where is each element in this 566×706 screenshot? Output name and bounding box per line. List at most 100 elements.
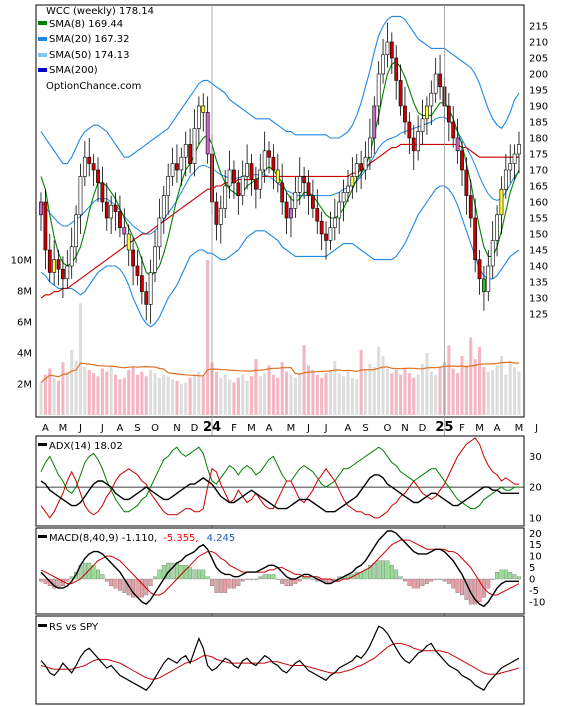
macd-histogram-bar xyxy=(486,578,491,589)
candle-body xyxy=(416,131,421,152)
x-axis-label: J xyxy=(78,423,82,434)
volume-bar xyxy=(166,376,170,415)
macd-tick-label: 20 xyxy=(529,529,542,540)
price-tick-label: 155 xyxy=(529,214,548,225)
volume-bar xyxy=(122,377,126,415)
candle-body xyxy=(455,137,460,152)
macd-histogram-bar xyxy=(205,576,210,580)
price-tick-label: 190 xyxy=(529,102,548,113)
candle-body xyxy=(302,176,306,184)
volume-bar xyxy=(311,370,315,415)
price-tick-label: 140 xyxy=(529,262,548,273)
macd-histogram-bar xyxy=(218,578,223,593)
macd-histogram-bar xyxy=(96,569,100,580)
volume-bar xyxy=(499,356,503,415)
macd-histogram-bar xyxy=(109,578,114,587)
macd-line xyxy=(40,530,519,608)
volume-bar xyxy=(346,371,350,415)
volume-bar xyxy=(473,359,477,415)
candle-body xyxy=(372,105,377,139)
chart-title: WCC (weekly) 178.14 xyxy=(46,6,154,17)
macd-histogram-bar xyxy=(100,574,105,580)
volume-bar xyxy=(293,377,297,415)
macd-histogram-bar xyxy=(363,569,368,580)
volume-bar xyxy=(105,371,109,415)
candle-body xyxy=(126,233,131,251)
candle-body xyxy=(227,169,232,187)
candle-body xyxy=(166,176,171,196)
macd-histogram-bar xyxy=(153,576,157,580)
macd-histogram-bar xyxy=(39,578,43,582)
rs-panel-frame xyxy=(35,615,525,705)
candle-body xyxy=(289,208,293,219)
volume-bar xyxy=(100,368,104,415)
macd-histogram-bar xyxy=(65,578,70,582)
bollinger-bands xyxy=(40,15,520,328)
macd-histogram-bar xyxy=(157,569,162,580)
candle-body xyxy=(306,182,311,196)
candle-body xyxy=(214,201,219,225)
macd-histogram-bar xyxy=(201,569,206,580)
x-axis-label: A xyxy=(117,423,124,434)
candle-body xyxy=(236,182,241,196)
x-axis-label: A xyxy=(266,423,273,434)
macd-histogram-bar xyxy=(376,560,381,580)
candle-body xyxy=(65,265,70,280)
macd-histogram-bar xyxy=(310,578,315,580)
candle-body xyxy=(495,214,499,241)
candle-body xyxy=(52,259,57,273)
candle-body xyxy=(135,265,140,276)
adx-tick-label: 10 xyxy=(529,513,542,524)
macd-tick-label: 5 xyxy=(529,563,535,574)
volume-bar xyxy=(377,346,381,415)
macd-histogram-bar xyxy=(232,578,236,589)
volume-bar xyxy=(192,374,197,415)
volume-bar xyxy=(65,371,69,415)
volume-bar xyxy=(363,370,368,415)
volume-bar xyxy=(135,374,140,415)
legend-swatch-sma200 xyxy=(38,68,47,72)
volume-bar xyxy=(486,371,490,415)
price-tick-label: 215 xyxy=(529,22,548,33)
adx-label: ADX(14) 18.02 xyxy=(49,441,123,452)
volume-bar xyxy=(390,373,394,415)
candle-body xyxy=(144,291,149,305)
volume-bar xyxy=(70,349,74,415)
x-axis-label: M xyxy=(59,423,68,434)
candle-body xyxy=(87,156,92,164)
candle-body xyxy=(385,41,390,56)
candle-body xyxy=(43,201,48,251)
volume-bar xyxy=(188,377,192,415)
volume-bar xyxy=(399,374,403,415)
x-axis-label: O xyxy=(151,423,159,434)
macd-lines xyxy=(39,530,521,608)
candle-body xyxy=(324,233,328,241)
volume-bar xyxy=(289,374,293,415)
volume-bar xyxy=(368,363,372,415)
macd-histogram-bar xyxy=(464,578,469,600)
macd-histogram-bar xyxy=(425,578,429,584)
candle-body xyxy=(446,105,451,123)
volume-bar xyxy=(280,362,284,415)
volume-bar xyxy=(381,356,385,415)
volume-bar xyxy=(464,365,468,415)
macd-tick-label: -10 xyxy=(529,597,545,608)
volume-bar xyxy=(350,377,354,415)
volume-bar xyxy=(52,377,56,415)
macd-histogram-bar xyxy=(332,578,337,580)
rs-label: RS vs SPY xyxy=(49,622,99,633)
volume-bar xyxy=(162,374,166,415)
adx-di-minus-line xyxy=(40,437,519,519)
candle-body xyxy=(254,179,258,190)
volume-bar xyxy=(320,377,324,415)
volume-bar xyxy=(298,373,302,415)
volume-bar xyxy=(144,376,148,415)
macd-histogram-bar xyxy=(407,578,412,587)
bollinger-upper-line xyxy=(40,15,520,165)
macd-tick-label: 15 xyxy=(529,540,542,551)
candle-body xyxy=(179,156,184,171)
volume-bar xyxy=(420,363,425,415)
volume-bar xyxy=(214,371,218,415)
volume-bar xyxy=(153,373,157,415)
candle-body xyxy=(328,227,333,241)
